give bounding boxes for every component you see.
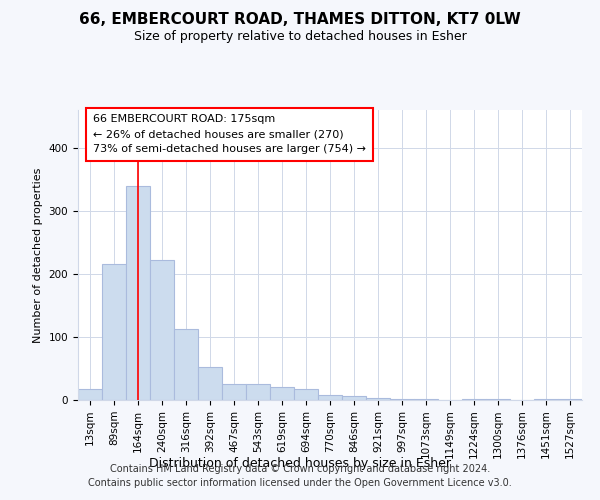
Text: Distribution of detached houses by size in Esher: Distribution of detached houses by size … [149, 458, 451, 470]
Bar [102, 264, 126, 400]
Bar [126, 186, 150, 400]
Text: Contains HM Land Registry data © Crown copyright and database right 2024.
Contai: Contains HM Land Registry data © Crown c… [88, 464, 512, 487]
Bar [246, 384, 270, 400]
Text: 66 EMBERCOURT ROAD: 175sqm
← 26% of detached houses are smaller (270)
73% of sem: 66 EMBERCOURT ROAD: 175sqm ← 26% of deta… [93, 114, 366, 154]
Y-axis label: Number of detached properties: Number of detached properties [33, 168, 43, 342]
Bar [366, 398, 390, 400]
Bar [318, 395, 342, 400]
Text: Size of property relative to detached houses in Esher: Size of property relative to detached ho… [134, 30, 466, 43]
Bar [342, 396, 366, 400]
Bar [150, 260, 174, 400]
Bar [78, 388, 102, 400]
Bar [534, 398, 558, 400]
Text: 66, EMBERCOURT ROAD, THAMES DITTON, KT7 0LW: 66, EMBERCOURT ROAD, THAMES DITTON, KT7 … [79, 12, 521, 28]
Bar [174, 329, 198, 400]
Bar [198, 366, 222, 400]
Bar [294, 388, 318, 400]
Bar [270, 388, 294, 400]
Bar [222, 384, 246, 400]
